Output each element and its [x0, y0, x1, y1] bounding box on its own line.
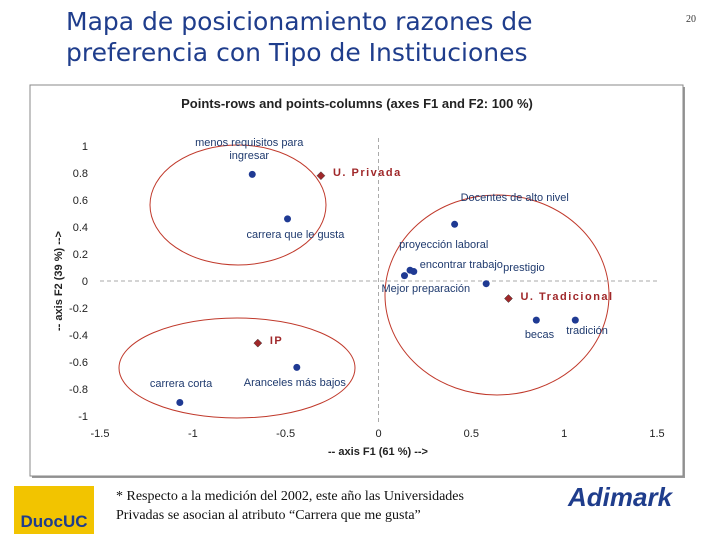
- point-label: carrera que le gusta: [246, 228, 345, 241]
- title-line: Mapa de posicionamiento razones de: [66, 7, 533, 36]
- point: [293, 363, 301, 371]
- x-tick-label: -1.5: [91, 428, 110, 440]
- point-label: menos requisitos para ingresar: [195, 137, 304, 163]
- point-label: becas: [524, 329, 555, 342]
- point-label: tradición: [566, 325, 608, 338]
- point: [284, 215, 292, 223]
- page-number: 20: [686, 14, 696, 25]
- point-label: IP: [269, 335, 284, 348]
- x-tick-label: -1: [188, 428, 198, 440]
- point-label: carrera corta: [149, 377, 213, 390]
- x-tick-label: 1: [561, 428, 567, 440]
- point-label: encontrar trabajo: [419, 258, 503, 271]
- point: [532, 316, 540, 324]
- y-tick-label: 0.2: [73, 249, 88, 261]
- point-label: prestigio: [503, 261, 545, 274]
- logo: Adimark: [568, 482, 673, 512]
- y-tick-label: -0.4: [69, 330, 88, 342]
- point: [504, 294, 513, 303]
- point-label: Docentes de alto nivel: [460, 192, 569, 205]
- point: [176, 399, 184, 406]
- point: [316, 171, 326, 181]
- title-line: preferencia con Tipo de Instituciones: [66, 38, 528, 67]
- y-tick-label: 1: [82, 141, 88, 153]
- slide-title: Mapa de posicionamiento razones de prefe…: [66, 6, 533, 68]
- point: [253, 338, 263, 348]
- point: [482, 280, 490, 288]
- x-axis-label: -- axis F1 (61 %) -->: [328, 446, 428, 458]
- point-label: Aranceles más bajos: [243, 377, 346, 390]
- logo: DuocUC: [14, 486, 94, 534]
- y-tick-label: -0.6: [69, 357, 88, 369]
- point: [571, 316, 579, 324]
- x-tick-label: -0.5: [276, 428, 295, 440]
- y-tick-label: -1: [78, 411, 88, 423]
- point: [248, 170, 256, 178]
- point: [451, 220, 459, 228]
- y-tick-label: 0.8: [73, 168, 88, 180]
- y-tick-label: 0: [82, 276, 88, 288]
- footnote-line: * Respecto a la medición del 2002, este …: [116, 489, 464, 504]
- footnote-line: Privadas se asocian al atributo “Carrera…: [116, 508, 421, 523]
- group-ellipse: [384, 194, 610, 396]
- x-tick-label: 1.5: [649, 428, 664, 440]
- y-tick-label: -0.2: [69, 303, 88, 315]
- x-tick-label: 0.5: [464, 428, 479, 440]
- x-tick-label: 0: [375, 428, 381, 440]
- point: [400, 272, 408, 280]
- y-axis-label: -- axis F2 (39 %) -->: [53, 231, 65, 331]
- point-label: U. Tradicional: [520, 290, 614, 303]
- y-tick-label: -0.8: [69, 384, 88, 396]
- y-tick-label: 0.6: [73, 195, 88, 207]
- footnote: * Respecto a la medición del 2002, este …: [116, 487, 464, 525]
- y-tick-label: 0.4: [73, 222, 88, 234]
- point-label: Mejor preparación: [381, 282, 471, 295]
- group-ellipse: [118, 317, 356, 419]
- point-label: proyección laboral: [399, 239, 489, 252]
- point-label: U. Privada: [332, 166, 402, 179]
- chart-title: Points-rows and points-columns (axes F1 …: [181, 96, 533, 111]
- point: [410, 268, 418, 276]
- group-ellipse: [149, 144, 327, 266]
